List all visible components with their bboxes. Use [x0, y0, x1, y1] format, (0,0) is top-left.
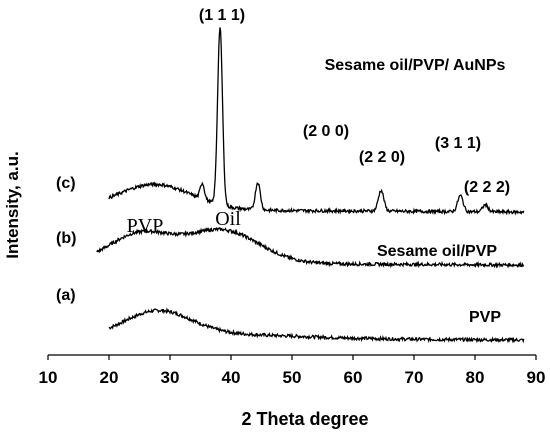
annotation-6: Oil: [215, 208, 241, 230]
annotation-2: (2 2 0): [359, 149, 405, 166]
series-letter-2: (c): [56, 175, 76, 192]
x-axis: 10 20 30 40 50 60 70 80 90: [39, 354, 546, 387]
x-tick-label-1: 20: [100, 368, 119, 387]
x-axis-label: 2 Theta degree: [241, 409, 368, 429]
traces-layer: [96, 27, 525, 344]
annotation-4: (2 2 2): [464, 179, 510, 196]
annotations-layer: (a) (b) (c) Sesame oil/PVP/ AuNPs Sesame oil…: [56, 7, 510, 326]
annotation-1: (2 0 0): [303, 123, 349, 140]
series-letter-1: (b): [56, 230, 76, 247]
trace-2: [108, 27, 525, 216]
series-label-0: Sesame oil/PVP/ AuNPs: [325, 57, 506, 74]
x-tick-label-7: 80: [466, 368, 485, 387]
annotation-3: (3 1 1): [435, 135, 481, 152]
x-tick-label-0: 10: [39, 368, 58, 387]
series-letter-0: (a): [56, 287, 76, 304]
annotation-0: (1 1 1): [199, 7, 245, 24]
y-axis-label: Intensity, a.u.: [3, 151, 22, 258]
x-tick-label-3: 40: [222, 368, 241, 387]
annotation-5: PVP: [127, 215, 164, 237]
trace-0: [108, 307, 525, 344]
x-tick-label-8: 90: [527, 368, 546, 387]
series-label-2: PVP: [469, 309, 501, 326]
x-tick-label-4: 50: [283, 368, 302, 387]
x-tick-label-6: 70: [405, 368, 424, 387]
x-tick-label-5: 60: [344, 368, 363, 387]
x-tick-label-2: 30: [161, 368, 180, 387]
series-label-1: Sesame oil/PVP: [377, 243, 497, 260]
trace-1: [96, 226, 525, 269]
